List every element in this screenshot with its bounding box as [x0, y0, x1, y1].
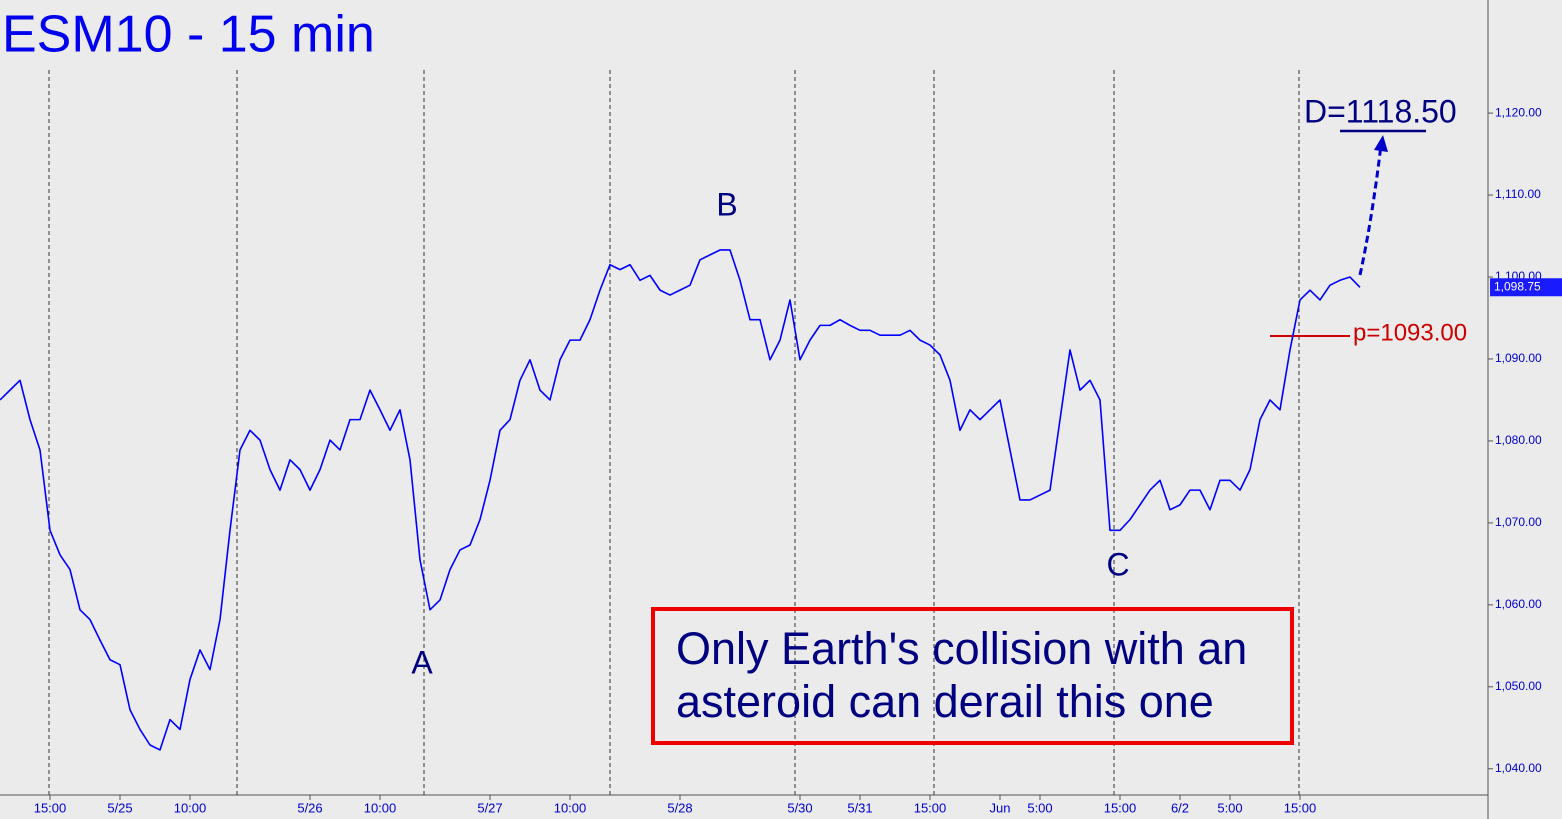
- x-tick-label: Jun: [990, 800, 1011, 815]
- wave-label: C: [1106, 546, 1129, 582]
- price-line: [0, 249, 1361, 751]
- x-tick-label: 5/27: [477, 800, 502, 815]
- x-tick-label: 15:00: [1104, 800, 1137, 815]
- y-tick-label: 1,080.00: [1495, 433, 1542, 447]
- last-price-box: [1490, 278, 1562, 297]
- callout-text: asteroid can derail this one: [676, 676, 1214, 727]
- last-price-label: 1,098.75: [1494, 279, 1541, 293]
- y-tick-label: 1,060.00: [1495, 597, 1542, 611]
- x-tick-label: 5:00: [1217, 800, 1242, 815]
- x-tick-label: 5/30: [787, 800, 812, 815]
- x-tick-label: 15:00: [914, 800, 947, 815]
- y-tick-label: 1,110.00: [1495, 187, 1541, 201]
- y-tick-label: 1,090.00: [1495, 351, 1542, 365]
- y-tick-label: 1,070.00: [1495, 515, 1542, 529]
- pivot-label: p=1093.00: [1353, 319, 1467, 346]
- x-tick-label: 5/28: [667, 800, 692, 815]
- projection-arrow: [1358, 144, 1383, 276]
- callout-text: Only Earth's collision with an: [676, 623, 1247, 674]
- chart-title: ESM10 - 15 min: [2, 6, 375, 64]
- y-tick-label: 1,050.00: [1495, 679, 1542, 693]
- wave-label: B: [716, 186, 737, 222]
- y-tick-label: 1,040.00: [1495, 761, 1542, 775]
- x-tick-label: 6/2: [1171, 800, 1189, 815]
- x-tick-label: 5/31: [847, 800, 872, 815]
- callout-box: [651, 607, 1294, 745]
- x-tick-label: 5:00: [1027, 800, 1052, 815]
- x-tick-label: 10:00: [554, 800, 587, 815]
- arrow-head: [1374, 135, 1388, 152]
- wave-label: A: [411, 644, 433, 680]
- y-tick-label: 1,120.00: [1495, 105, 1542, 119]
- x-tick-label: 10:00: [174, 800, 207, 815]
- session-separators: [48, 70, 1300, 795]
- x-tick-label: 10:00: [364, 800, 397, 815]
- target-label: D=1118.50: [1304, 93, 1457, 129]
- x-tick-label: 5/26: [297, 800, 322, 815]
- x-tick-label: 15:00: [1284, 800, 1317, 815]
- x-tick-label: 15:00: [34, 800, 67, 815]
- x-tick-label: 5/25: [107, 800, 132, 815]
